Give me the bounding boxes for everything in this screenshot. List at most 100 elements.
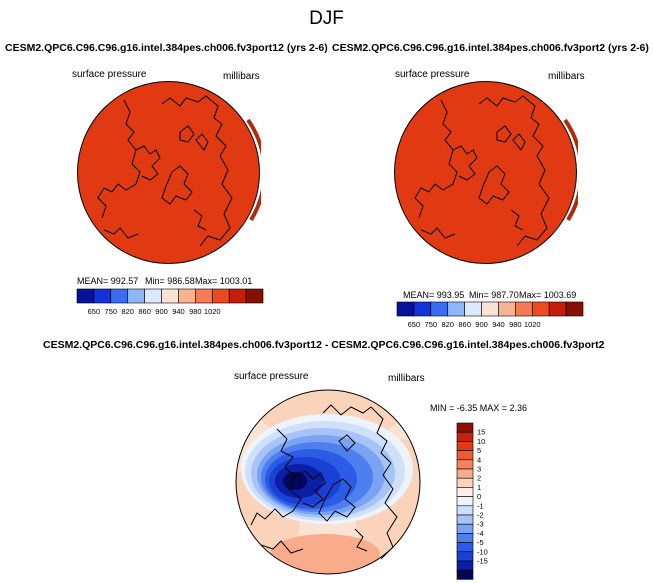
panel3-colorbar-tick: 1 — [477, 483, 481, 492]
panel3-polar-map — [235, 389, 421, 575]
panel3-colorbar-box — [456, 468, 474, 479]
panel2-polar-map — [394, 81, 578, 264]
panel3-colorbar-box — [456, 431, 474, 442]
panel1-colorbar-tick: 900 — [155, 307, 168, 316]
panel3-coastlines — [250, 404, 398, 560]
panel1-colorbar-box — [195, 288, 213, 304]
panel3-colorbar-box — [456, 533, 474, 543]
panel3-colorbar-tick: -10 — [477, 547, 488, 556]
panel2-colorbar-tick: 940 — [492, 320, 505, 329]
panel1-title: CESM2.QPC6.C96.C96.g16.intel.384pes.ch00… — [5, 42, 328, 54]
panel3-colorbar-box — [456, 459, 474, 470]
panel1-field-disk — [77, 81, 260, 264]
panel1-colorbar-box — [211, 288, 230, 304]
panel3-colorbar-tick: 10 — [477, 437, 485, 446]
panel3-colorbar-box — [456, 441, 474, 451]
panel3-colorbar-tick: 4 — [477, 455, 481, 464]
panel3-colorbar-tick: -15 — [477, 557, 488, 566]
panel3-colorbar-box — [456, 477, 474, 488]
panel2-colorbar-box — [515, 301, 533, 317]
panel1-mean: MEAN= 992.57 — [77, 276, 139, 286]
panel2-mean: MEAN= 993.95 — [403, 290, 465, 300]
panel3-colorbar-tick: -4 — [477, 529, 484, 538]
panel1-colorbar-tick: 650 — [88, 307, 101, 316]
panel1-colorbar-box — [161, 288, 179, 304]
panel1-max: Max= 1003.01 — [195, 276, 253, 286]
panel1-colorbar-box — [76, 288, 95, 304]
season-title: DJF — [309, 8, 344, 29]
panel3-colorbar-box — [456, 560, 474, 571]
panel1-rim-shade — [246, 118, 261, 222]
panel3-colorbar-box — [456, 422, 474, 433]
panel2-colorbar-box — [396, 301, 415, 317]
panel2-rim-shade — [563, 118, 578, 222]
panel3-colorbar-box — [456, 487, 474, 497]
panel2-colorbar-tick: 900 — [475, 320, 488, 329]
panel3-colorbar-box — [456, 523, 474, 534]
panel1-colorbar: 650 750 820 860 900 940 980 1020 — [76, 288, 264, 316]
panel2-right-label: millibars — [548, 71, 585, 82]
panel2-colorbar-box — [413, 301, 432, 317]
panel3-colorbar-box — [456, 450, 474, 461]
panel1-colorbar-box — [127, 288, 145, 304]
panel1-colorbar-box — [110, 288, 129, 304]
panel3-colorbar-tick: 3 — [477, 465, 481, 474]
panel1-coastlines — [97, 95, 233, 247]
panel2-title: CESM2.QPC6.C96.C96.g16.intel.384pes.ch00… — [332, 42, 649, 54]
panel2-min: Min= 987.70 — [469, 290, 519, 300]
panel1-colorbar-box — [228, 288, 247, 304]
panel3-colorbar-box — [456, 514, 474, 525]
panel2-colorbar-tick: 860 — [458, 320, 471, 329]
panel3-colorbar-box — [456, 496, 474, 507]
panel2-colorbar-box — [447, 301, 465, 317]
panel1-colorbar-tick: 1020 — [204, 307, 221, 316]
panel3-colorbar-tick: 2 — [477, 474, 481, 483]
panel1-colorbar-box — [144, 288, 162, 304]
panel3-colorbar-box — [456, 569, 474, 580]
panel3-colorbar-tick: 5 — [477, 446, 481, 455]
panel2-colorbar-box — [498, 301, 516, 317]
panel3-colorbar-box — [456, 542, 474, 553]
panel2-coastlines — [414, 95, 550, 247]
panel3-colorbar-tick: -2 — [477, 511, 484, 520]
panel3-left-label: surface pressure — [234, 371, 309, 382]
panel2-colorbar-box — [565, 301, 584, 317]
panel1-colorbar-box — [178, 288, 196, 304]
panel3-colorbar-tick: -5 — [477, 538, 484, 547]
panel1-colorbar-tick: 820 — [121, 307, 134, 316]
panel3-colorbar-tick: -3 — [477, 520, 484, 529]
panel2-colorbar-box — [531, 301, 550, 317]
panel2-field-disk — [394, 81, 577, 264]
panel1-colorbar-tick: 750 — [105, 307, 118, 316]
panel1-colorbar-tick: 860 — [138, 307, 151, 316]
panel2-colorbar-box — [548, 301, 567, 317]
panel3-right-label: millibars — [388, 373, 425, 384]
panel1-polar-map — [77, 81, 261, 264]
panel1-colorbar-tick: 980 — [189, 307, 202, 316]
panel3-colorbar-box — [456, 551, 474, 562]
panel1-right-label: millibars — [223, 71, 260, 82]
panel2-left-label: surface pressure — [395, 69, 470, 80]
panel2-max: Max= 1003.69 — [519, 290, 577, 300]
panel3-colorbar-tick: 15 — [477, 428, 485, 437]
panel1-colorbar-tick: 940 — [172, 307, 185, 316]
panel1-colorbar-box — [93, 288, 112, 304]
panel2-colorbar-box — [464, 301, 482, 317]
panel3-disk-border — [235, 389, 421, 575]
panel2-colorbar-tick: 750 — [425, 320, 438, 329]
panel2-colorbar-tick: 980 — [509, 320, 522, 329]
panel2-colorbar-box — [481, 301, 499, 317]
panel1-colorbar-box — [245, 288, 264, 304]
panel3-title: CESM2.QPC6.C96.C96.g16.intel.384pes.ch00… — [43, 339, 605, 351]
panel3-stats: MIN = -6.35 MAX = 2.36 — [430, 403, 528, 413]
panel2-colorbar-tick: 820 — [441, 320, 454, 329]
panel2-colorbar-tick: 650 — [408, 320, 421, 329]
panel3-colorbar-box — [456, 505, 474, 516]
panel3-colorbar-tick: 0 — [477, 492, 481, 501]
panel1-left-label: surface pressure — [72, 69, 147, 80]
panel3-colorbar-tick: -1 — [477, 501, 484, 510]
panel2-colorbar-box — [430, 301, 449, 317]
panel2-colorbar-tick: 1020 — [524, 320, 541, 329]
panel2-colorbar: 650 750 820 860 900 940 980 1020 — [396, 301, 584, 329]
